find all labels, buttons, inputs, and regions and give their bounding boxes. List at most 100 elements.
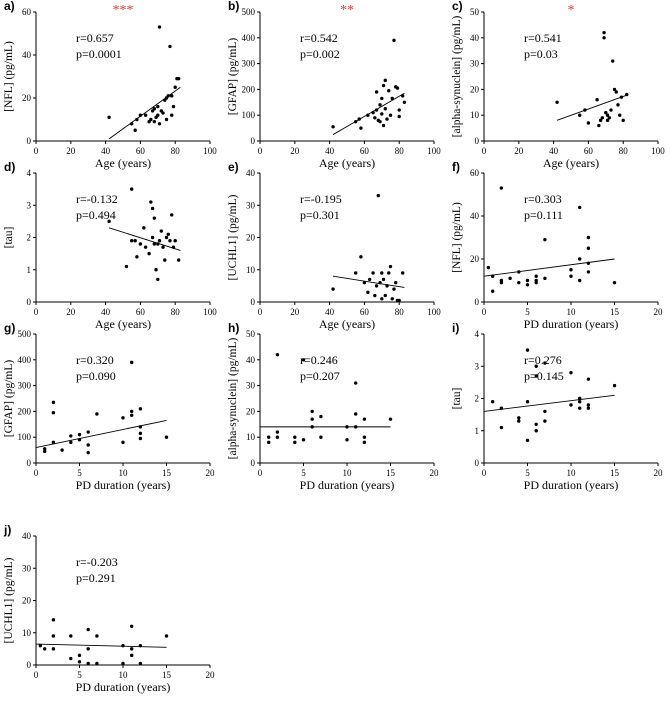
p-value: p=0.291	[76, 571, 116, 585]
x-tick-label: 20	[206, 670, 216, 680]
data-point	[164, 435, 169, 439]
y-tick-label: 300	[242, 59, 256, 69]
x-tick-label: 40	[325, 307, 335, 317]
y-tick-label: 40	[470, 33, 480, 43]
data-point	[605, 113, 610, 117]
data-point	[275, 430, 280, 434]
data-point	[86, 443, 90, 447]
data-point	[525, 348, 530, 352]
data-point	[345, 425, 349, 429]
x-tick-label: 0	[34, 307, 39, 317]
data-point	[152, 107, 157, 111]
data-point	[397, 114, 401, 119]
data-point	[374, 90, 379, 94]
data-point	[159, 229, 163, 233]
data-point	[95, 412, 99, 416]
data-point	[147, 251, 151, 256]
x-tick-label: 0	[482, 307, 487, 317]
x-tick-label: 80	[395, 307, 405, 317]
data-point	[586, 121, 591, 125]
x-tick-label: 15	[162, 670, 172, 680]
data-point	[578, 113, 582, 117]
data-point	[543, 237, 547, 242]
data-point	[366, 290, 370, 295]
x-tick-label: 60	[136, 307, 146, 317]
r-value: r=-0.195	[300, 192, 342, 206]
data-point	[367, 277, 372, 282]
data-point	[605, 118, 610, 123]
data-point	[578, 205, 582, 210]
y-tick-label: 3	[27, 200, 32, 210]
data-point	[569, 274, 573, 278]
data-point	[621, 118, 625, 123]
data-point	[611, 59, 615, 63]
data-point	[543, 409, 547, 414]
y-tick-label: 1	[27, 265, 32, 275]
x-tick-label: 10	[343, 468, 353, 478]
y-tick-label: 20	[470, 84, 480, 94]
y-tick-label: 0	[27, 297, 32, 307]
x-tick-label: 20	[514, 146, 524, 156]
data-point	[380, 297, 384, 301]
data-point	[130, 239, 134, 243]
data-point	[142, 226, 146, 230]
y-tick-label: 0	[251, 297, 256, 307]
data-point	[390, 297, 394, 301]
x-tick-label: 60	[360, 146, 370, 156]
data-point	[543, 419, 547, 423]
y-axis-title: [alpha-synuclein] (pg/mL)	[451, 16, 463, 138]
x-tick-label: 40	[549, 146, 559, 156]
data-point	[173, 85, 177, 89]
y-tick-label: 400	[18, 355, 32, 365]
data-point	[388, 113, 393, 117]
data-point	[156, 104, 160, 109]
data-point	[517, 416, 521, 420]
x-tick-label: 40	[101, 307, 111, 317]
data-point	[392, 38, 396, 43]
data-point	[331, 125, 335, 129]
y-tick-label: 500	[242, 7, 256, 17]
data-point	[354, 381, 358, 385]
panel-h: h) 0 5 10 15 20 0 10 20 30 40 50 PD duration (years)…	[227, 321, 439, 492]
data-point	[267, 440, 271, 445]
data-point	[602, 30, 606, 35]
data-point	[121, 661, 125, 666]
y-tick-label: 30	[470, 59, 480, 69]
data-point	[618, 113, 622, 117]
data-point	[534, 364, 538, 368]
y-tick-label: 2	[27, 233, 32, 243]
data-point	[130, 647, 134, 651]
p-value: p=0.090	[76, 369, 116, 383]
x-tick-label: 20	[290, 307, 300, 317]
data-point	[362, 435, 367, 439]
data-point	[607, 116, 611, 120]
data-point	[138, 431, 143, 436]
data-point	[121, 416, 125, 420]
panel-i: i) 0 5 10 15 20 0 1 2 3 4 PD duration (years) [tau] r…	[451, 321, 663, 492]
data-point	[612, 87, 617, 92]
data-point	[392, 287, 396, 291]
x-tick-label: 20	[66, 307, 76, 317]
y-tick-label: 10	[22, 628, 32, 638]
data-point	[619, 95, 624, 99]
data-point	[310, 409, 314, 414]
data-point	[301, 358, 306, 362]
data-point	[149, 117, 153, 122]
y-tick-label: 0	[27, 136, 32, 146]
y-axis-title: [alpha-synuclein] (pg/mL)	[227, 338, 239, 460]
data-point	[381, 83, 386, 88]
data-point	[354, 412, 358, 416]
data-point	[168, 239, 172, 243]
x-axis-title: Age (years)	[95, 317, 151, 331]
regression-line	[483, 394, 615, 412]
data-point	[133, 239, 137, 243]
data-point	[586, 377, 591, 381]
data-point	[616, 103, 620, 107]
y-tick-label: 200	[242, 84, 256, 94]
data-point	[373, 293, 377, 298]
data-point	[354, 271, 358, 275]
x-tick-label: 80	[395, 146, 405, 156]
data-point	[60, 448, 64, 452]
r-value: r=0.303	[524, 192, 562, 206]
